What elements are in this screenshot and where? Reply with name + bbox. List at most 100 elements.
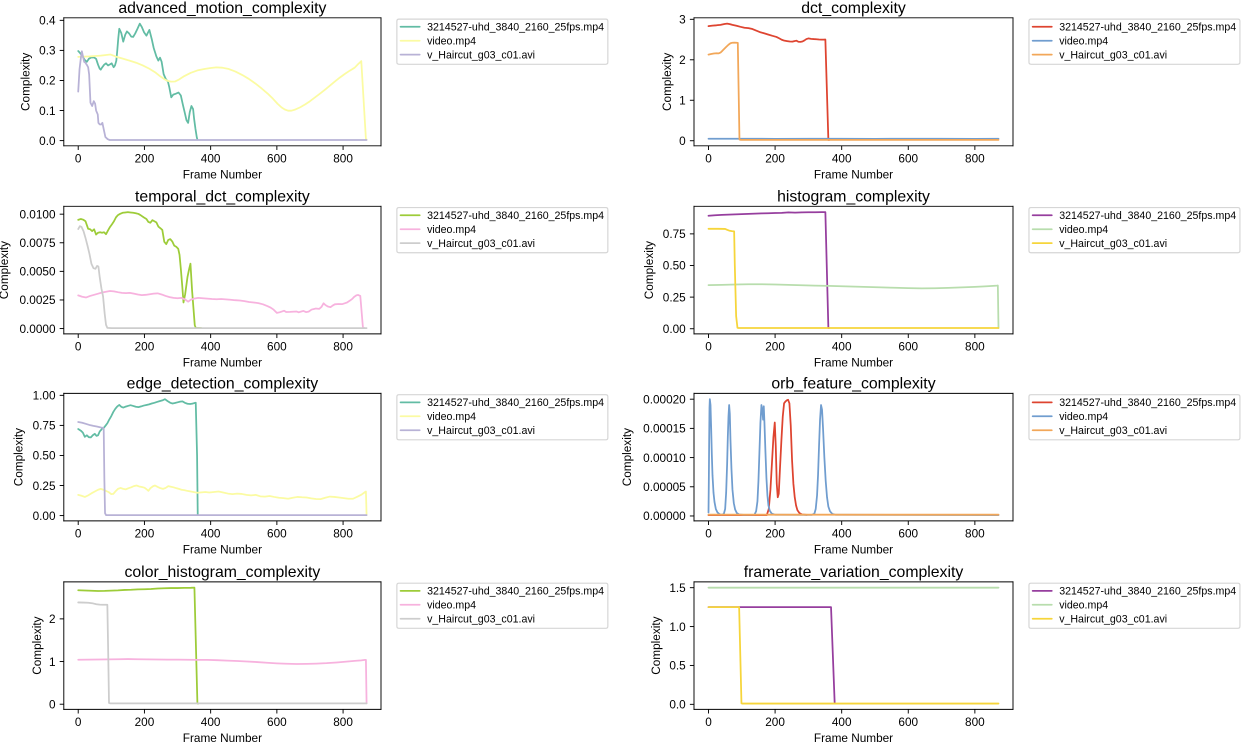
svg-text:v_Haircut_g03_c01.avi: v_Haircut_g03_c01.avi <box>427 425 535 437</box>
svg-text:1: 1 <box>49 656 56 669</box>
svg-text:200: 200 <box>765 716 785 729</box>
svg-text:3214527-uhd_3840_2160_25fps.mp: 3214527-uhd_3840_2160_25fps.mp4 <box>427 22 604 34</box>
svg-text:v_Haircut_g03_c01.avi: v_Haircut_g03_c01.avi <box>1059 49 1167 61</box>
svg-text:600: 600 <box>898 716 918 729</box>
svg-text:Complexity: Complexity <box>20 53 33 111</box>
svg-text:Frame Number: Frame Number <box>183 543 262 556</box>
svg-text:800: 800 <box>965 153 985 166</box>
svg-text:0: 0 <box>75 528 82 541</box>
svg-text:800: 800 <box>333 341 353 354</box>
svg-text:Frame Number: Frame Number <box>183 168 262 181</box>
svg-text:0.0: 0.0 <box>39 135 56 148</box>
svg-text:400: 400 <box>201 528 221 541</box>
svg-text:0.0000: 0.0000 <box>19 323 55 336</box>
svg-text:Frame Number: Frame Number <box>183 732 262 745</box>
svg-text:400: 400 <box>832 528 852 541</box>
svg-text:3214527-uhd_3840_2160_25fps.mp: 3214527-uhd_3840_2160_25fps.mp4 <box>1059 586 1236 598</box>
svg-text:400: 400 <box>832 341 852 354</box>
svg-text:Frame Number: Frame Number <box>814 356 893 369</box>
svg-text:200: 200 <box>135 716 155 729</box>
svg-text:0: 0 <box>75 716 82 729</box>
svg-text:3214527-uhd_3840_2160_25fps.mp: 3214527-uhd_3840_2160_25fps.mp4 <box>1059 22 1236 34</box>
svg-text:600: 600 <box>267 341 287 354</box>
svg-text:0.00010: 0.00010 <box>643 452 686 465</box>
svg-text:0.5: 0.5 <box>669 660 686 673</box>
svg-text:400: 400 <box>201 341 221 354</box>
svg-text:v_Haircut_g03_c01.avi: v_Haircut_g03_c01.avi <box>1059 425 1167 437</box>
svg-text:v_Haircut_g03_c01.avi: v_Haircut_g03_c01.avi <box>427 49 535 61</box>
svg-text:600: 600 <box>898 153 918 166</box>
svg-text:800: 800 <box>333 716 353 729</box>
svg-text:2: 2 <box>679 54 686 67</box>
svg-text:0: 0 <box>75 153 82 166</box>
svg-text:histogram_complexity: histogram_complexity <box>777 188 930 205</box>
svg-text:framerate_variation_complexity: framerate_variation_complexity <box>744 564 964 581</box>
svg-text:0.1: 0.1 <box>39 105 55 118</box>
svg-text:dct_complexity: dct_complexity <box>801 0 906 17</box>
svg-text:800: 800 <box>965 341 985 354</box>
svg-text:1.5: 1.5 <box>669 582 686 595</box>
svg-text:600: 600 <box>898 341 918 354</box>
svg-text:400: 400 <box>201 153 221 166</box>
svg-text:800: 800 <box>965 528 985 541</box>
svg-text:Complexity: Complexity <box>661 53 674 111</box>
svg-text:0.75: 0.75 <box>663 228 686 241</box>
svg-text:advanced_motion_complexity: advanced_motion_complexity <box>118 0 326 17</box>
svg-text:3: 3 <box>679 14 686 27</box>
svg-text:Complexity: Complexity <box>31 616 44 674</box>
svg-text:200: 200 <box>135 528 155 541</box>
svg-text:3214527-uhd_3840_2160_25fps.mp: 3214527-uhd_3840_2160_25fps.mp4 <box>427 397 604 409</box>
svg-text:0.4: 0.4 <box>39 15 56 28</box>
svg-text:0: 0 <box>705 528 712 541</box>
svg-text:0: 0 <box>75 341 82 354</box>
svg-text:Frame Number: Frame Number <box>183 356 262 369</box>
svg-text:temporal_dct_complexity: temporal_dct_complexity <box>135 188 310 205</box>
svg-text:0.00015: 0.00015 <box>643 423 686 436</box>
svg-text:0.25: 0.25 <box>33 480 56 493</box>
svg-text:0.0025: 0.0025 <box>19 294 55 307</box>
svg-text:600: 600 <box>267 528 287 541</box>
svg-text:Complexity: Complexity <box>13 428 26 486</box>
svg-text:0.0050: 0.0050 <box>19 266 55 279</box>
svg-text:1.00: 1.00 <box>33 390 56 403</box>
svg-text:200: 200 <box>135 153 155 166</box>
svg-text:Frame Number: Frame Number <box>814 168 893 181</box>
svg-text:v_Haircut_g03_c01.avi: v_Haircut_g03_c01.avi <box>1059 613 1167 625</box>
svg-text:0.0100: 0.0100 <box>19 208 55 221</box>
svg-text:1: 1 <box>679 95 686 108</box>
svg-text:0: 0 <box>705 153 712 166</box>
svg-text:video.mp4: video.mp4 <box>1059 411 1108 423</box>
svg-text:0: 0 <box>705 341 712 354</box>
svg-text:200: 200 <box>765 528 785 541</box>
svg-text:0.3: 0.3 <box>39 45 56 58</box>
svg-text:200: 200 <box>765 153 785 166</box>
svg-text:200: 200 <box>135 341 155 354</box>
svg-text:0: 0 <box>679 135 686 148</box>
svg-text:video.mp4: video.mp4 <box>427 411 476 423</box>
svg-text:video.mp4: video.mp4 <box>1059 35 1108 47</box>
svg-text:400: 400 <box>832 153 852 166</box>
svg-text:3214527-uhd_3840_2160_25fps.mp: 3214527-uhd_3840_2160_25fps.mp4 <box>427 210 604 222</box>
svg-text:v_Haircut_g03_c01.avi: v_Haircut_g03_c01.avi <box>427 238 535 250</box>
svg-text:0.75: 0.75 <box>33 420 56 433</box>
svg-text:Complexity: Complexity <box>0 241 11 299</box>
svg-text:Complexity: Complexity <box>643 241 656 299</box>
svg-text:edge_detection_complexity: edge_detection_complexity <box>127 375 319 392</box>
svg-text:1.0: 1.0 <box>669 621 686 634</box>
svg-text:800: 800 <box>333 528 353 541</box>
svg-text:0.50: 0.50 <box>33 450 56 463</box>
svg-text:v_Haircut_g03_c01.avi: v_Haircut_g03_c01.avi <box>1059 238 1167 250</box>
svg-text:3214527-uhd_3840_2160_25fps.mp: 3214527-uhd_3840_2160_25fps.mp4 <box>1059 210 1236 222</box>
svg-text:400: 400 <box>201 716 221 729</box>
svg-text:0.00: 0.00 <box>663 323 686 336</box>
svg-text:Frame Number: Frame Number <box>814 732 893 745</box>
svg-text:0.2: 0.2 <box>39 75 55 88</box>
svg-text:0.00000: 0.00000 <box>643 510 686 523</box>
svg-text:800: 800 <box>965 716 985 729</box>
svg-text:0.00: 0.00 <box>33 510 56 523</box>
svg-text:0.25: 0.25 <box>663 291 686 304</box>
svg-text:600: 600 <box>898 528 918 541</box>
svg-text:Complexity: Complexity <box>650 616 663 674</box>
svg-text:0: 0 <box>49 698 56 711</box>
svg-text:0.00005: 0.00005 <box>643 481 686 494</box>
